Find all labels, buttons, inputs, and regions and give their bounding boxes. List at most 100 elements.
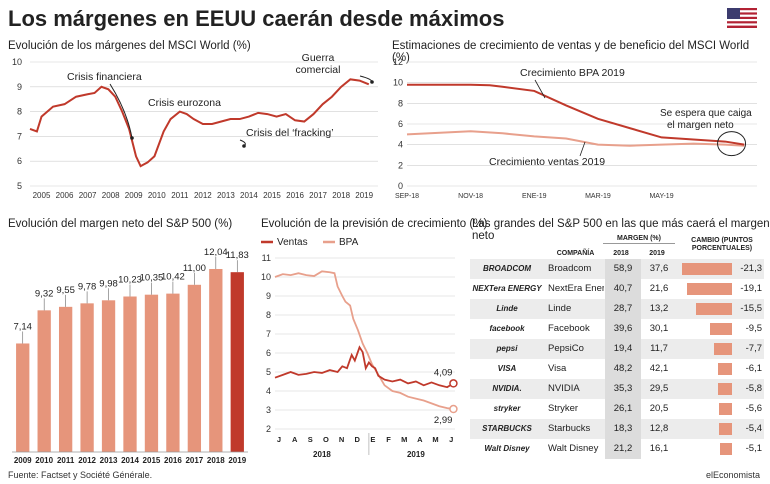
annotation-arrow-head	[370, 80, 374, 84]
x-tick-label: A	[292, 435, 298, 444]
x-tick-label: 2012	[78, 456, 96, 465]
bpa-series-line	[274, 270, 454, 410]
x-tick-label: M	[401, 435, 407, 444]
annotation-label: el margen neto	[667, 120, 734, 131]
bar	[101, 300, 116, 452]
company-name: Facebook	[548, 323, 590, 334]
y-tick-label: 6	[17, 156, 22, 166]
y-tick-label: 4	[266, 386, 271, 396]
x-tick-label: MAY-19	[649, 193, 673, 200]
bar	[230, 272, 244, 452]
annotation-label: comercial	[296, 64, 341, 76]
change-bar	[717, 363, 732, 375]
y-tick-label: 8	[398, 98, 403, 108]
company-name: Stryker	[548, 403, 579, 414]
company-logo: STARBUCKS	[482, 424, 532, 433]
x-tick-label: 2013	[100, 456, 118, 465]
annotation-arrow	[579, 141, 586, 157]
table-row: NVIDIA. NVIDIA 35,3 29,5 -5,8	[470, 379, 764, 400]
ventas-end-label: 4,09	[434, 367, 453, 378]
x-tick-label: 2011	[57, 456, 75, 465]
margin-2018: 18,3	[605, 419, 641, 439]
margin-2018: 28,7	[605, 299, 641, 319]
margin-2018: 58,9	[605, 259, 641, 279]
margin-2018: 40,7	[605, 279, 641, 299]
change-bar	[720, 443, 732, 455]
x-tick-label: F	[386, 435, 391, 444]
bar-value-label: 10,23	[118, 275, 142, 286]
x-tick-label: 2015	[263, 191, 281, 200]
company-logo: NVIDIA.	[492, 384, 522, 393]
y-tick-label: 3	[266, 405, 271, 415]
table-row: pepsi PepsiCo 19,4 11,7 -7,7	[470, 339, 764, 360]
company-logo: stryker	[493, 404, 521, 413]
sp500-chart-title: Evolución del margen neto del S&P 500 (%…	[8, 218, 233, 230]
bpa-end-label: 2,99	[434, 415, 453, 426]
y-tick-label: 2	[266, 424, 271, 434]
x-tick-label: ENE-19	[522, 193, 547, 200]
annotation-label: Crecimiento BPA 2019	[520, 67, 625, 79]
ventas-series-line	[274, 345, 454, 389]
year-label: 2018	[313, 450, 331, 459]
x-tick-label: 2010	[35, 456, 53, 465]
margin-2019: 30,1	[649, 323, 669, 334]
y-tick-label: 9	[17, 82, 22, 92]
bar-value-label: 9,98	[99, 278, 118, 289]
table-row: VISA Visa 48,2 42,1 -6,1	[470, 359, 764, 380]
annotation-label: Crisis eurozona	[148, 97, 221, 109]
change-value: -5,1	[745, 443, 762, 454]
growth-estimates-chart: 0 2 4 6 8 10 12 SEP-18 NOV-18 ENE-19 MAR-19 MAY-19 C…	[393, 57, 757, 200]
col-2019-header: 2019	[649, 250, 665, 257]
source-note: Fuente: Factset y Société Générale.	[8, 470, 153, 480]
x-tick-label: 2014	[121, 456, 139, 465]
annotation-arrow	[109, 83, 133, 139]
y-tick-label: 9	[266, 291, 271, 301]
company-name: NextEra Energy	[548, 283, 604, 294]
bar-value-label: 10,42	[161, 272, 185, 283]
table-row: Linde Linde 28,7 13,2 -15,5	[470, 299, 764, 320]
bar	[166, 293, 180, 452]
companies-table-title: Las grandes del S&P 500 en las que más c…	[472, 218, 770, 242]
change-bar	[718, 383, 732, 395]
x-tick-label: A	[417, 435, 423, 444]
y-tick-label: 7	[266, 329, 271, 339]
table-row: NEXTera ENERGY NextEra Energy40,7 21,6 -19,…	[470, 279, 764, 300]
x-tick-label: 2016	[164, 456, 182, 465]
change-bar	[713, 343, 732, 355]
y-tick-label: 8	[17, 107, 22, 117]
change-value: -21,3	[740, 263, 762, 274]
margin-2019: 13,2	[649, 303, 669, 314]
col-company-header: COMPAÑÍA	[556, 250, 595, 257]
company-name: Visa	[548, 363, 567, 374]
company-name: PepsiCo	[548, 343, 584, 354]
company-logo: VISA	[497, 364, 517, 373]
table-row: stryker Stryker 26,1 20,5 -5,6	[470, 399, 764, 420]
us-flag-icon	[727, 8, 757, 28]
x-tick-label: D	[355, 435, 361, 444]
brand-label: elEconomista	[705, 470, 760, 480]
company-name: Broadcom	[548, 263, 592, 274]
y-tick-label: 6	[398, 119, 403, 129]
year-label: 2019	[407, 450, 425, 459]
annotation-label: Guerra	[302, 54, 335, 64]
legend-label-bpa: BPA	[339, 237, 359, 248]
bar	[16, 343, 30, 452]
bar-value-label: 9,55	[56, 285, 75, 296]
msci-margin-chart: 5 6 7 8 9 10 2005 2006 2007 2008 2009 2010 2011 2012 2…	[12, 54, 378, 200]
change-value: -5,6	[745, 403, 762, 414]
y-tick-label: 12	[393, 57, 403, 67]
annotation-label: Se espera que caiga	[660, 108, 752, 119]
margin-2018: 21,2	[605, 439, 641, 459]
y-tick-label: 7	[17, 131, 22, 141]
change-bar	[709, 323, 732, 335]
bar	[123, 296, 137, 452]
x-tick-label: O	[323, 435, 329, 444]
bar	[58, 306, 73, 452]
x-tick-label: 2010	[148, 191, 166, 200]
x-tick-label: J	[277, 435, 281, 444]
table-row: BROADCOM Broadcom 58,9 37,6 -21,3	[470, 259, 764, 280]
annotation-arrow	[534, 79, 546, 99]
company-logo: pepsi	[496, 344, 518, 353]
y-tick-label: 10	[393, 78, 403, 88]
company-logo: Linde	[496, 304, 518, 313]
